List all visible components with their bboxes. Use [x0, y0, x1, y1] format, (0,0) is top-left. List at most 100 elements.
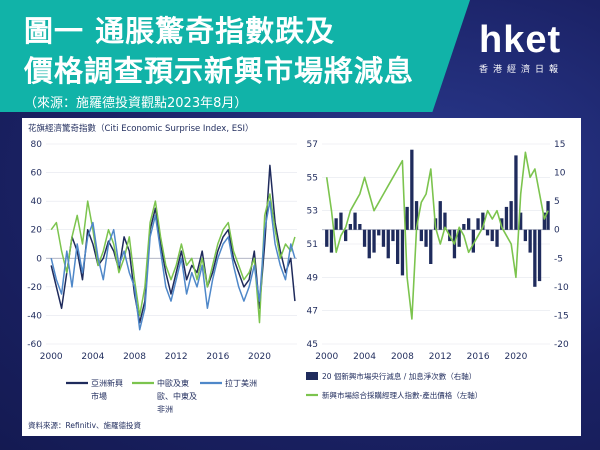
legend-emea-line2: 歐、中東及	[157, 391, 197, 401]
pmi-right-y-tick: -20	[554, 340, 569, 350]
pmi-right-y-tick: 15	[554, 140, 565, 150]
charts-svg: 花旗經濟驚奇指數（Citi Economic Surprise Index, E…	[27, 123, 569, 430]
rate-change-bar	[528, 229, 532, 253]
esi-y-tick: 40	[31, 197, 43, 207]
rate-change-bar	[537, 229, 542, 282]
rate-change-bar	[400, 229, 405, 276]
esi-y-tick: -60	[27, 340, 42, 350]
rate-change-bar	[467, 218, 471, 230]
pmi-series-0	[325, 151, 549, 320]
pmi-left-y-tick: 49	[307, 273, 319, 283]
esi-x-tick: 2008	[123, 352, 146, 362]
esi-x-tick: 2004	[81, 352, 104, 362]
pmi-right-y-tick: -15	[554, 311, 569, 321]
rate-change-bar	[481, 212, 485, 230]
policy-pmi-legend: 20 個新興市場央行減息 / 加息淨次數（右軸） 新興市場綜合採購經理人指數-產…	[306, 371, 482, 400]
esi-y-tick: -40	[27, 311, 42, 321]
pmi-x-tick: 2016	[467, 352, 490, 362]
pmi-right-y-tick: 0	[554, 226, 560, 236]
rate-change-bar	[457, 229, 461, 247]
esi-y-tick: 0	[36, 254, 42, 264]
legend-swatch-rate-bars	[306, 372, 318, 380]
rate-change-bar	[377, 229, 381, 236]
rate-change-bar	[471, 229, 475, 253]
rate-change-bar	[533, 229, 537, 287]
esi-y-tick: 80	[31, 140, 43, 150]
legend-emea-line1: 中歐及東	[157, 378, 189, 388]
esi-legend: 亞洲新興 市場 中歐及東 歐、中東及 非洲 拉丁美洲	[66, 378, 257, 414]
rate-change-bar	[424, 229, 428, 247]
rate-change-bar	[381, 229, 386, 247]
rate-change-bar	[325, 229, 329, 247]
rate-change-bar	[438, 201, 442, 230]
logo-wordmark: hket	[479, 19, 562, 61]
pmi-x-tick: 2000	[315, 352, 338, 362]
rate-change-bar	[362, 229, 367, 247]
hket-logo: hket 香港經濟日報	[479, 20, 584, 75]
pmi-left-y-tick: 55	[307, 173, 318, 183]
rate-change-bar	[334, 218, 338, 230]
rate-change-bar	[443, 212, 447, 230]
rate-change-bar	[344, 229, 348, 242]
chart-panel: 花旗經濟驚奇指數（Citi Economic Surprise Index, E…	[22, 118, 581, 436]
pmi-x-tick: 2008	[391, 352, 414, 362]
pmi-right-y-tick: -5	[554, 254, 563, 264]
pmi-x-tick: 2004	[353, 352, 376, 362]
rate-change-bar	[500, 218, 504, 230]
rate-change-bar	[391, 229, 395, 242]
rate-change-bar	[490, 229, 494, 242]
rate-change-bar	[396, 229, 400, 264]
esi-x-tick: 2016	[206, 352, 229, 362]
rate-change-bar	[476, 218, 480, 230]
legend-latam: 拉丁美洲	[225, 378, 257, 388]
esi-chart: 80 60 40 20 0 -20 -40 -60 2000 2004 2008 2012 2016 20…	[27, 140, 297, 362]
rate-change-bar	[514, 155, 518, 230]
pmi-right-y-tick: 5	[554, 197, 560, 207]
rate-change-bar	[504, 206, 509, 230]
title-line-2: 價格調查預示新興市場將減息	[24, 54, 415, 88]
rate-change-bar	[546, 201, 550, 230]
rate-change-bar	[429, 229, 433, 264]
rate-change-bar	[386, 229, 390, 259]
esi-x-tick: 2012	[165, 352, 188, 362]
rate-change-bar	[405, 206, 409, 230]
esi-y-tick: 60	[31, 169, 43, 179]
pmi-left-y-tick: 53	[307, 207, 318, 217]
legend-emea-line3: 非洲	[157, 404, 173, 414]
rate-change-bar	[485, 229, 490, 236]
pmi-right-y-tick: 10	[554, 169, 566, 179]
pmi-left-y-tick: 57	[307, 140, 318, 150]
legend-em-asia-line1: 亞洲新興	[91, 378, 123, 388]
rate-change-bar	[509, 201, 513, 230]
logo-tagline: 香港經濟日報	[479, 65, 564, 75]
rate-change-bar	[339, 212, 343, 230]
policy-pmi-chart: 57 55 53 51 49 47 45 15 10 5 0 -5 -10 -15 -20 2000 2004 2…	[307, 140, 569, 362]
esi-chart-title: 花旗經濟驚奇指數（Citi Economic Surprise Index, E…	[28, 123, 254, 134]
esi-x-tick: 2000	[40, 352, 63, 362]
title-banner: 圖一 通脹驚奇指數跌及 價格調查預示新興市場將減息 （來源：施羅德投資觀點202…	[0, 0, 470, 112]
legend-rate-bars: 20 個新興市場央行減息 / 加息淨次數（右軸）	[322, 371, 476, 381]
rate-change-bar	[358, 224, 362, 230]
rate-change-bar	[542, 212, 546, 230]
esi-y-tick: 20	[31, 226, 43, 236]
legend-pmi: 新興市場綜合採購經理人指數-產出價格（左軸）	[322, 390, 482, 400]
rate-change-bar	[329, 229, 334, 253]
esi-y-tick: -20	[27, 283, 42, 293]
data-source: 資料來源：Refinitiv、施羅德投資	[28, 420, 142, 430]
rate-change-bar	[419, 229, 423, 242]
rate-change-bar	[353, 212, 357, 230]
esi-series-2	[50, 200, 296, 331]
rate-change-bar	[414, 201, 419, 230]
pmi-left-y-tick: 47	[307, 307, 318, 317]
rate-change-bar	[519, 212, 523, 230]
pmi-right-y-tick: -10	[554, 283, 569, 293]
rate-change-bar	[523, 229, 527, 242]
esi-x-tick: 2020	[248, 352, 271, 362]
rate-change-bar	[367, 229, 371, 259]
pmi-left-y-tick: 45	[307, 340, 318, 350]
rate-change-bar	[348, 224, 352, 230]
pmi-x-tick: 2012	[429, 352, 452, 362]
pmi-x-tick: 2020	[504, 352, 527, 362]
rate-change-bar	[372, 229, 376, 253]
